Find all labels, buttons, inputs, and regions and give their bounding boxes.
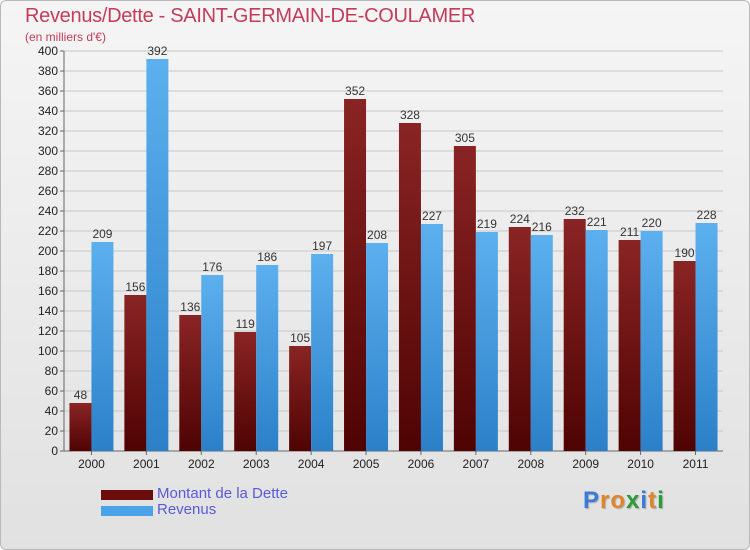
data-label-revenus: 228 [697, 208, 717, 222]
logo-letter: t [648, 487, 658, 514]
bar-revenus [530, 235, 553, 451]
bar-revenus [640, 231, 663, 451]
x-tick-label: 2005 [353, 457, 380, 471]
bar-revenus [366, 243, 389, 451]
y-tick-label: 300 [38, 144, 58, 158]
logo-letter: x [626, 487, 641, 514]
x-tick-label: 2007 [463, 457, 490, 471]
y-tick-label: 20 [45, 424, 59, 438]
data-label-revenus: 176 [202, 260, 222, 274]
bar-revenus [475, 232, 498, 451]
data-label-revenus: 216 [532, 220, 552, 234]
y-tick-label: 340 [38, 104, 58, 118]
bar-dette [673, 261, 696, 451]
logo-letter: i [640, 487, 649, 514]
y-tick-label: 400 [38, 44, 58, 58]
chart-subtitle: (en milliers d'€) [25, 30, 106, 44]
x-tick-label: 2001 [133, 457, 160, 471]
y-tick-label: 380 [38, 64, 58, 78]
legend-label-dette: Montant de la Dette [157, 485, 288, 502]
data-label-dette: 211 [620, 225, 639, 239]
bar-dette [398, 123, 421, 451]
bar-revenus [201, 275, 224, 451]
y-tick-label: 260 [38, 184, 58, 198]
x-tick-label: 2006 [408, 457, 435, 471]
data-label-revenus: 208 [367, 228, 387, 242]
x-tick-label: 2002 [188, 457, 215, 471]
bar-revenus [311, 254, 334, 451]
data-label-dette: 48 [74, 388, 88, 402]
bar-dette [234, 332, 257, 451]
bar-dette [453, 146, 476, 451]
data-label-dette: 305 [455, 131, 475, 145]
y-tick-label: 180 [38, 264, 58, 278]
data-label-revenus: 392 [147, 44, 167, 58]
bar-revenus [695, 223, 718, 451]
x-tick-label: 2003 [243, 457, 270, 471]
data-label-revenus: 209 [92, 227, 112, 241]
y-tick-label: 320 [38, 124, 58, 138]
data-label-revenus: 220 [642, 216, 662, 230]
data-label-revenus: 219 [477, 217, 497, 231]
bar-revenus [91, 242, 114, 451]
bar-dette [69, 403, 92, 451]
y-tick-label: 220 [38, 224, 58, 238]
x-tick-label: 2000 [78, 457, 105, 471]
data-label-dette: 232 [565, 204, 585, 218]
x-tick-label: 2010 [627, 457, 654, 471]
y-tick-label: 280 [38, 164, 58, 178]
data-label-revenus: 186 [257, 250, 277, 264]
bar-dette [344, 99, 367, 451]
data-label-dette: 190 [675, 246, 695, 260]
legend-label-revenus: Revenus [157, 501, 217, 518]
x-tick-label: 2004 [298, 457, 325, 471]
y-tick-label: 100 [38, 344, 58, 358]
legend-swatch-dette [101, 490, 153, 500]
data-label-revenus: 227 [422, 209, 442, 223]
logo-letter: i [657, 487, 665, 514]
y-tick-label: 360 [38, 84, 58, 98]
x-tick-label: 2009 [572, 457, 599, 471]
y-tick-label: 80 [45, 364, 59, 378]
proxiti-logo: Proxiti [583, 487, 665, 515]
y-tick-label: 240 [38, 204, 58, 218]
bar-revenus [420, 224, 443, 451]
bar-dette [179, 315, 202, 451]
y-tick-label: 40 [45, 404, 59, 418]
y-tick-label: 0 [51, 444, 58, 458]
x-tick-label: 2011 [683, 457, 709, 471]
bar-revenus [585, 230, 608, 451]
data-label-dette: 105 [290, 331, 310, 345]
bar-dette [563, 219, 586, 451]
data-label-dette: 119 [236, 317, 255, 331]
y-tick-label: 120 [38, 324, 58, 338]
data-label-dette: 328 [400, 108, 420, 122]
bar-dette [618, 240, 641, 451]
chart-title: Revenus/Dette - SAINT-GERMAIN-DE-COULAME… [25, 5, 476, 27]
bar-dette [508, 227, 531, 451]
bar-revenus [146, 59, 169, 451]
data-label-dette: 224 [510, 212, 530, 226]
bar-revenus [256, 265, 279, 451]
y-tick-label: 140 [38, 304, 58, 318]
data-label-dette: 156 [125, 280, 145, 294]
data-label-dette: 352 [345, 84, 365, 98]
data-label-dette: 136 [180, 300, 200, 314]
y-tick-label: 60 [45, 384, 59, 398]
x-tick-label: 2008 [517, 457, 544, 471]
bar-dette [289, 346, 312, 451]
logo-letter: P [583, 487, 601, 514]
logo-letter: o [610, 487, 627, 514]
logo-letter: r [600, 487, 611, 514]
data-label-revenus: 221 [587, 215, 607, 229]
legend-swatch-revenus [101, 506, 153, 516]
bar-dette [124, 295, 147, 451]
y-tick-label: 200 [38, 244, 58, 258]
data-label-revenus: 197 [312, 239, 332, 253]
y-tick-label: 160 [38, 284, 58, 298]
